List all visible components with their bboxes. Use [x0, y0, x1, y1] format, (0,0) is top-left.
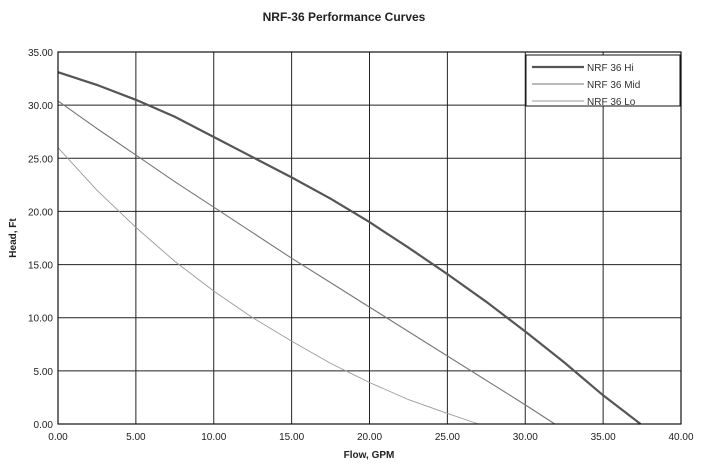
legend-label: NRF 36 Hi	[587, 63, 634, 74]
y-tick-label: 30.00	[28, 101, 53, 112]
y-axis-ticks: 0.00 5.00 10.00 15.00 20.00 25.00 30.00 35.00	[28, 48, 53, 431]
series-line-2	[57, 100, 556, 425]
y-tick-label: 10.00	[28, 314, 53, 325]
y-axis-label: Head, Ft	[8, 218, 19, 258]
chart-title: NRF-36 Performance Curves	[263, 10, 426, 24]
series-lines	[57, 71, 642, 425]
y-tick-label: 15.00	[28, 261, 53, 272]
x-tick-label: 15.00	[279, 432, 304, 443]
x-tick-label: 20.00	[357, 432, 382, 443]
x-axis-label: Flow, GPM	[344, 450, 395, 461]
y-tick-label: 0.00	[34, 420, 54, 431]
y-tick-label: 20.00	[28, 207, 53, 218]
plot-frame	[57, 51, 682, 425]
x-tick-label: 0.00	[48, 432, 68, 443]
x-tick-label: 30.00	[513, 432, 538, 443]
y-tick-label: 25.00	[28, 154, 53, 165]
legend: NRF 36 Hi NRF 36 Mid NRF 36 Lo	[525, 54, 681, 108]
legend-box	[525, 54, 681, 107]
legend-label: NRF 36 Mid	[587, 80, 640, 91]
x-tick-label: 5.00	[126, 432, 146, 443]
x-tick-label: 35.00	[591, 432, 616, 443]
x-tick-label: 25.00	[435, 432, 460, 443]
x-tick-label: 10.00	[201, 432, 226, 443]
y-tick-label: 5.00	[34, 367, 54, 378]
y-tick-label: 35.00	[28, 48, 53, 59]
x-axis-ticks: 0.00 5.00 10.00 15.00 20.00 25.00 30.00 35.00 40…	[48, 432, 694, 443]
x-tick-label: 40.00	[668, 432, 693, 443]
legend-label: NRF 36 Lo	[587, 97, 636, 108]
series-line-3	[57, 147, 479, 425]
series-line-1	[57, 71, 642, 425]
